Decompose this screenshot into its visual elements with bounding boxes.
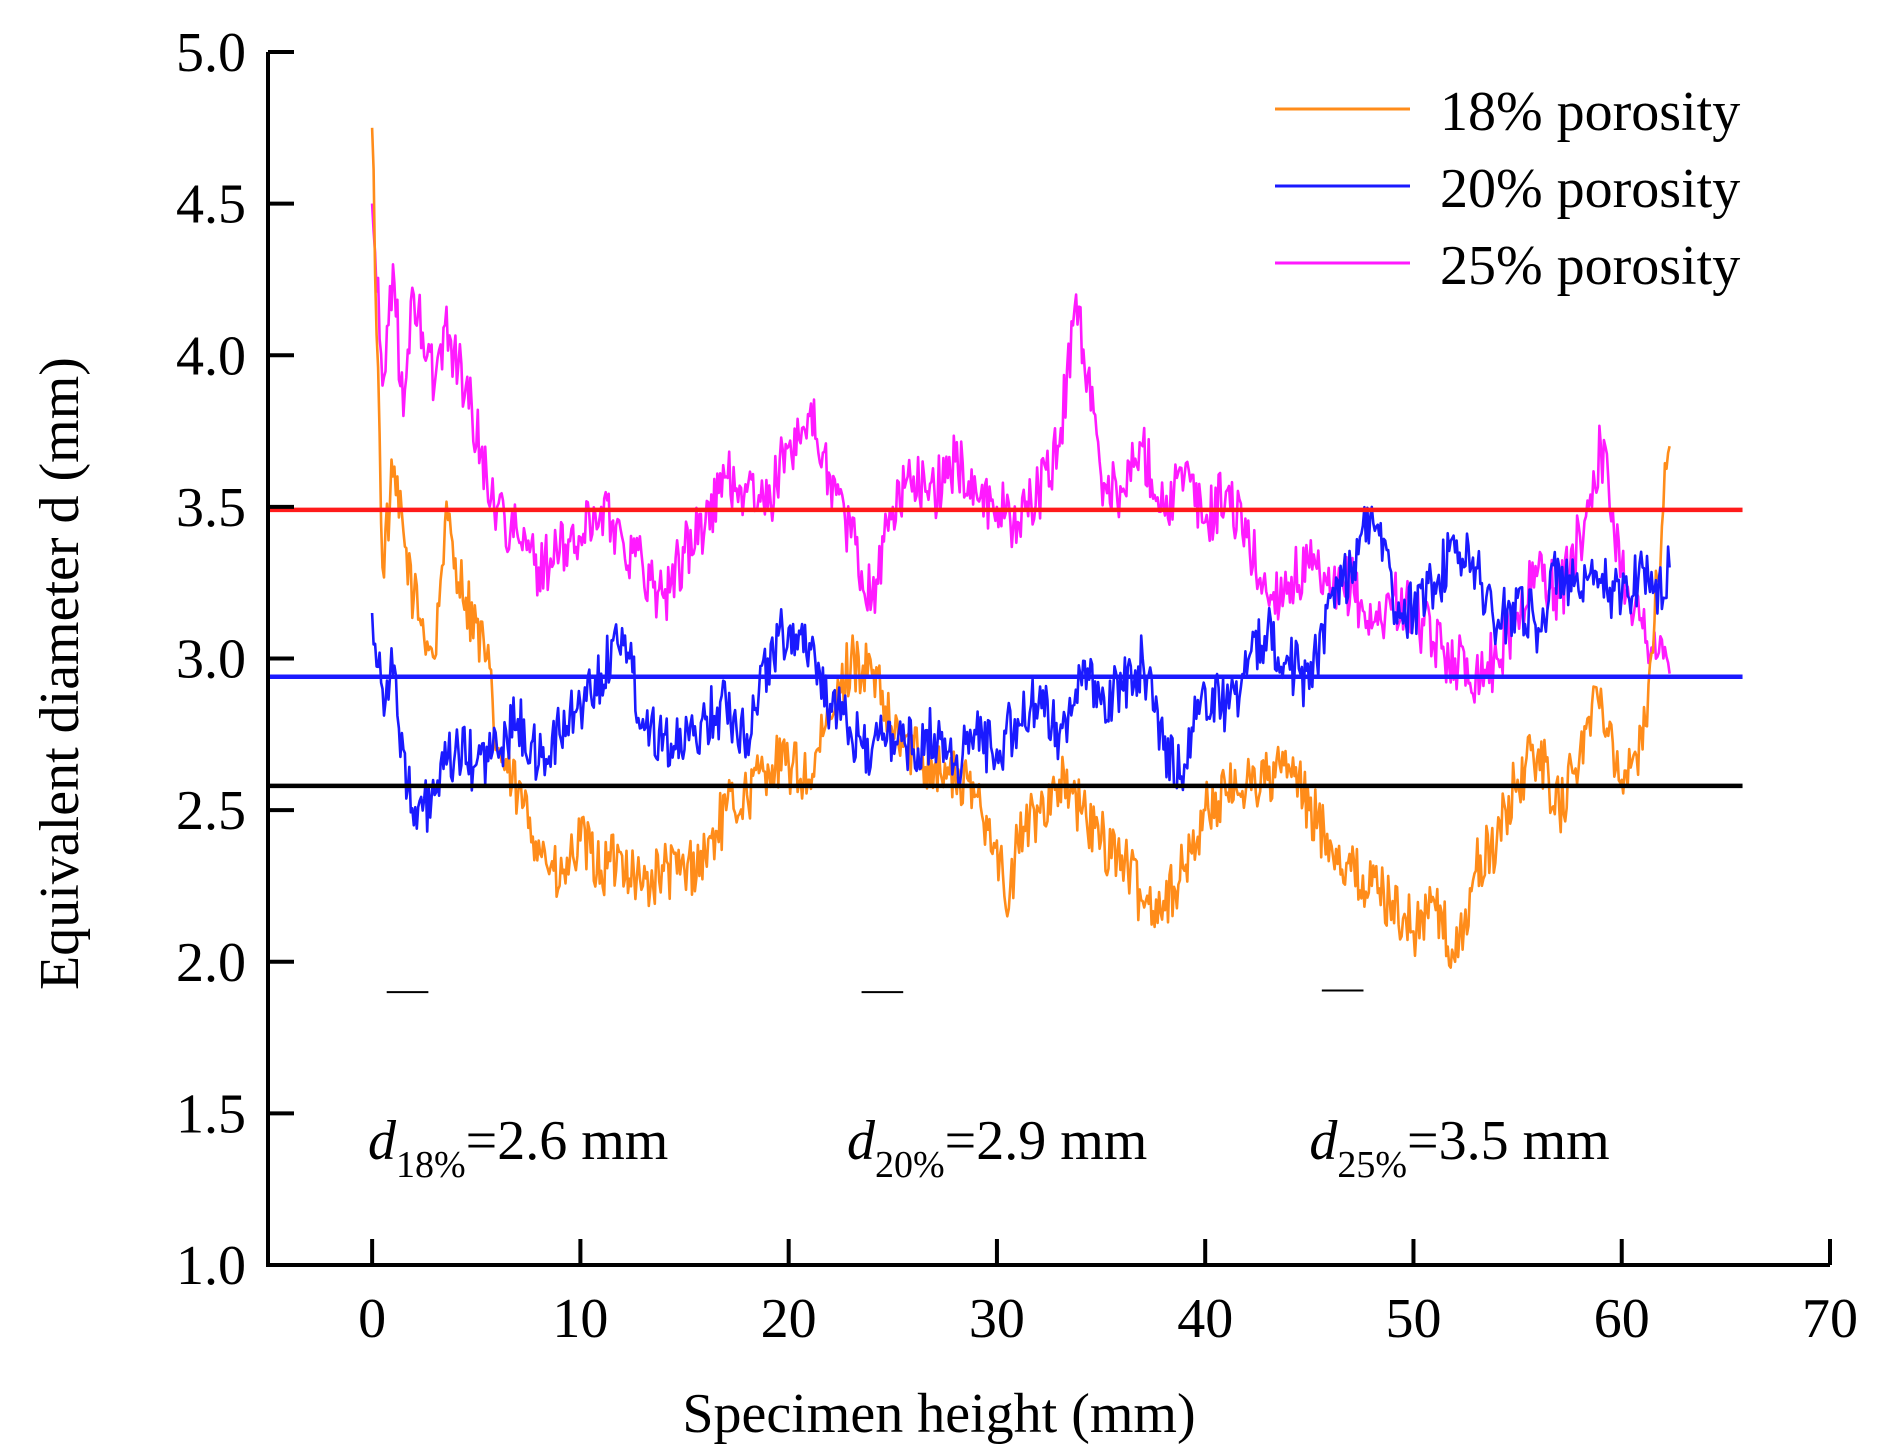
y-tick-label: 3.0 <box>176 629 246 691</box>
y-tick-label: 1.5 <box>176 1083 246 1145</box>
x-tick-label: 50 <box>1385 1288 1441 1350</box>
x-tick-label: 70 <box>1802 1288 1858 1350</box>
legend-label: 20% porosity <box>1440 158 1740 220</box>
x-tick-label: 60 <box>1594 1288 1650 1350</box>
x-tick-label: 20 <box>761 1288 817 1350</box>
legend-label: 18% porosity <box>1440 81 1740 143</box>
y-tick-label: 3.5 <box>176 477 246 539</box>
y-tick-label: 1.0 <box>176 1235 246 1297</box>
x-tick-label: 10 <box>552 1288 608 1350</box>
y-tick-label: 4.0 <box>176 325 246 387</box>
legend-label: 25% porosity <box>1440 235 1740 297</box>
y-axis-title: Equivalent diameter d (mm) <box>29 357 91 990</box>
annotation-label: d25%=3.5 mm <box>1309 1110 1609 1186</box>
y-tick-label: 5.0 <box>176 22 246 84</box>
y-tick-label: 2.5 <box>176 780 246 842</box>
reference-lines <box>268 507 1743 789</box>
annotation-label: d18%=2.6 mm <box>368 1110 668 1186</box>
y-tick-label: 2.0 <box>176 932 246 994</box>
x-tick-label: 40 <box>1177 1288 1233 1350</box>
annotation-label: d20%=2.9 mm <box>847 1110 1147 1186</box>
series-line-25 <box>370 203 1671 704</box>
annotations: d18%=2.6 mm d20%=2.9 mm d25%=3.5 mm <box>368 989 1610 1186</box>
x-tick-label: 30 <box>969 1288 1025 1350</box>
x-axis-title: Specimen height (mm) <box>682 1383 1195 1445</box>
series-line-18 <box>370 127 1671 969</box>
legend: 18% porosity 20% porosity 25% porosity <box>1275 81 1740 297</box>
y-tick-label: 4.5 <box>176 174 246 236</box>
ticks: 0 10 20 30 40 50 60 70 1.0 1.5 2.0 2.5 3.0 3.5 4.0 4.5 5… <box>176 22 1858 1350</box>
x-tick-label: 0 <box>358 1288 386 1350</box>
